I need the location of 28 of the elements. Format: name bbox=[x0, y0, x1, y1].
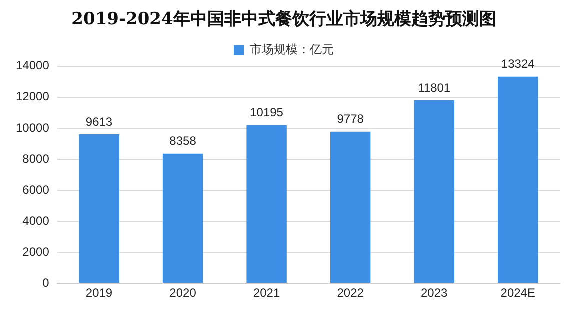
data-label: 13324 bbox=[501, 57, 536, 72]
y-tick-label: 10000 bbox=[16, 120, 50, 135]
bar bbox=[414, 100, 454, 284]
bar bbox=[330, 132, 371, 284]
bar bbox=[79, 134, 120, 284]
legend-label: 市场规模：亿元 bbox=[250, 42, 334, 57]
y-tick-label: 4000 bbox=[22, 214, 50, 228]
bar bbox=[498, 76, 538, 284]
y-tick-label: 14000 bbox=[16, 58, 50, 73]
data-label: 10195 bbox=[250, 106, 284, 120]
data-label: 9613 bbox=[86, 114, 113, 129]
chart-title: 2019-2024年中国非中式餐饮行业市场规模趋势预测图 bbox=[72, 10, 496, 30]
x-tick-label: 2021 bbox=[253, 286, 280, 300]
x-tick-label: 2020 bbox=[170, 286, 197, 300]
y-tick-label: 6000 bbox=[22, 182, 50, 197]
y-tick-label: 2000 bbox=[22, 244, 50, 259]
x-tick-label: 2019 bbox=[86, 286, 113, 300]
bar bbox=[162, 154, 204, 284]
x-tick-label: 2024E bbox=[500, 286, 536, 300]
data-label: 11801 bbox=[418, 80, 451, 95]
x-tick-label: 2023 bbox=[420, 286, 448, 300]
y-tick-label: 12000 bbox=[16, 90, 50, 104]
data-label: 8358 bbox=[170, 134, 197, 148]
data-label: 9778 bbox=[337, 112, 364, 126]
x-tick-label: 2022 bbox=[337, 286, 364, 300]
y-tick-label: 8000 bbox=[22, 152, 50, 166]
bar bbox=[246, 125, 287, 284]
y-tick-label: 0 bbox=[42, 276, 50, 290]
